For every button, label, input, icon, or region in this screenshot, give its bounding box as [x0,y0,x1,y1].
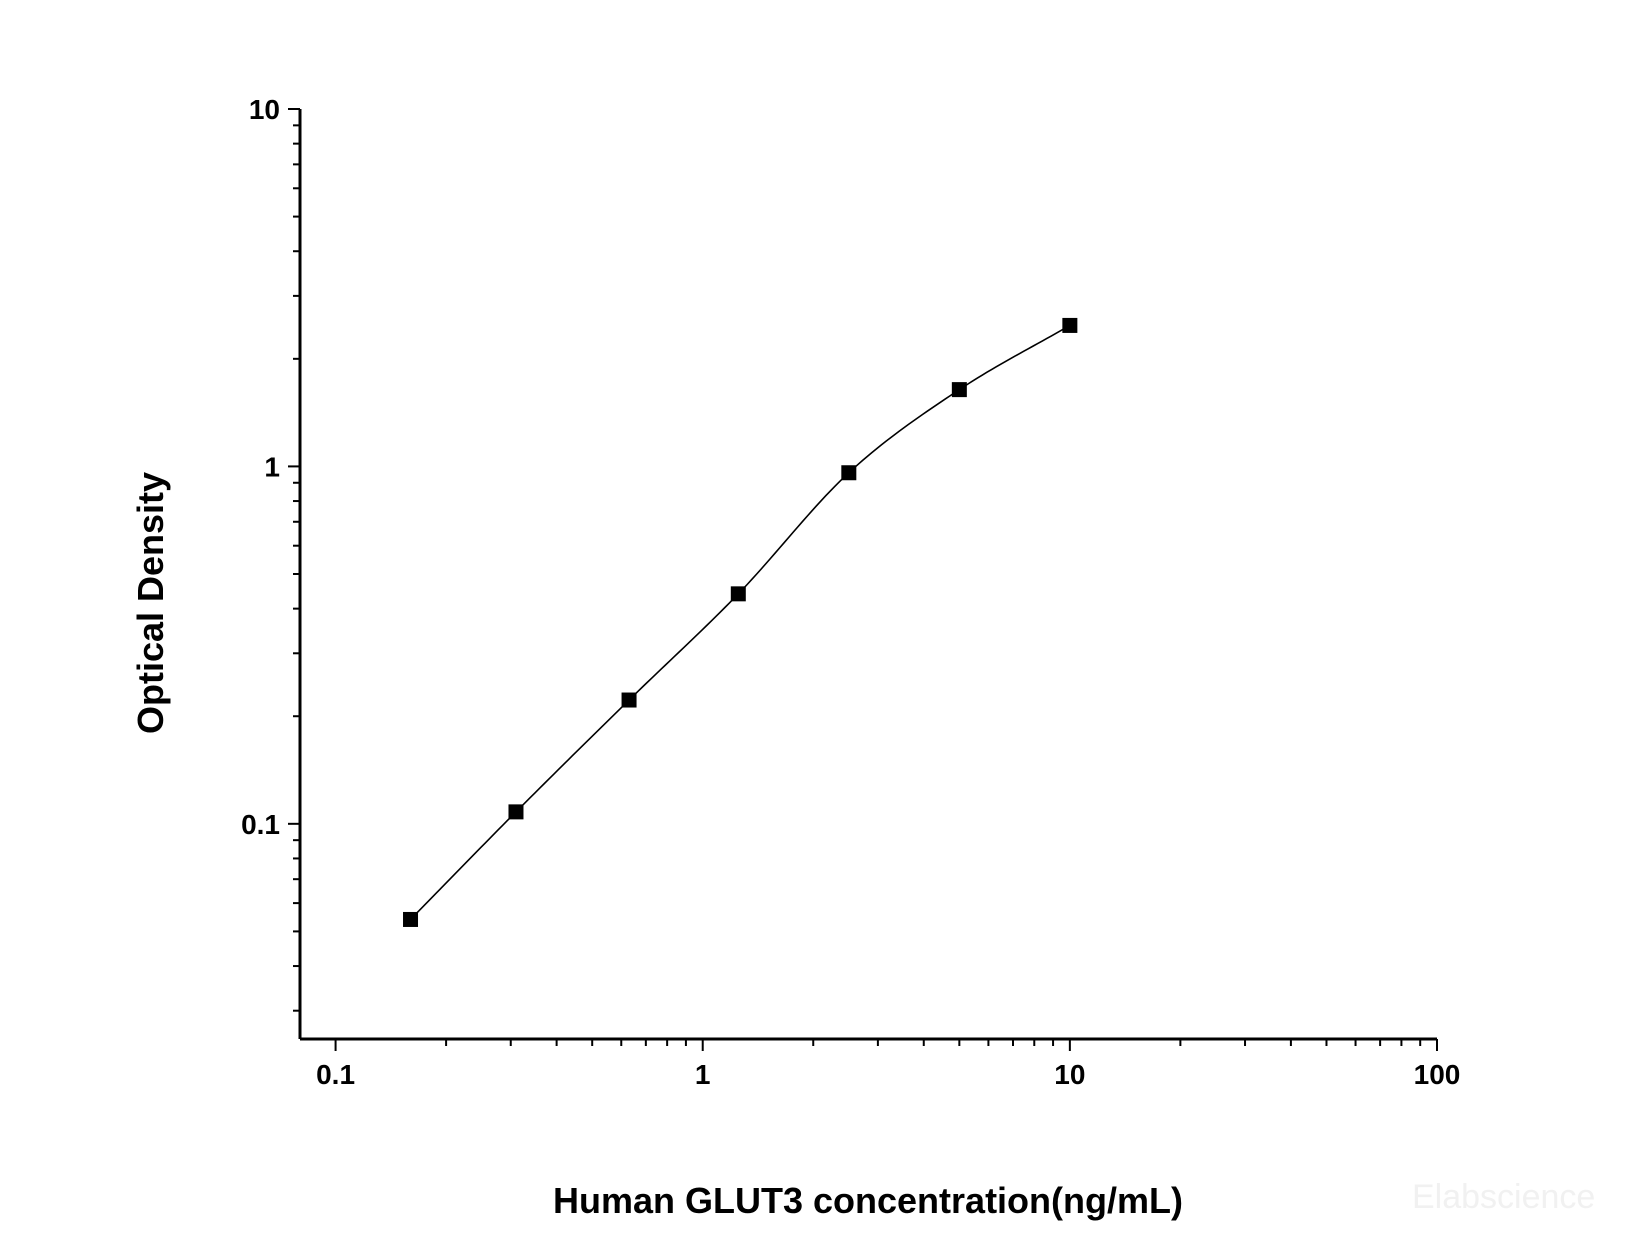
x-ticks [334,1039,1438,1051]
x-tick-label: 100 [1414,1059,1461,1090]
data-point [403,911,419,927]
axes [298,109,1437,1041]
data-points [403,317,1078,927]
x-tick-label: 1 [695,1059,711,1090]
data-point [1062,317,1078,333]
y-axis-title: Optical Density [130,472,171,734]
data-point [621,692,637,708]
y-tick-label: 1 [264,451,280,482]
x-tick-label: 10 [1054,1059,1085,1090]
data-point [951,382,967,398]
data-point [841,465,857,481]
x-tick-label: 0.1 [316,1059,355,1090]
fit-curve [409,324,1071,921]
data-point [730,586,746,602]
y-tick-label: 10 [249,94,280,125]
y-tick-label: 0.1 [241,809,280,840]
watermark: Elabscience [1412,1178,1595,1216]
data-point [508,804,524,820]
y-ticks [288,108,300,1012]
y-tick-labels: 0.1 1 10 [241,94,280,840]
x-axis-title: Human GLUT3 concentration(ng/mL) [553,1180,1183,1221]
x-tick-labels: 0.1 1 10 100 [316,1059,1460,1090]
